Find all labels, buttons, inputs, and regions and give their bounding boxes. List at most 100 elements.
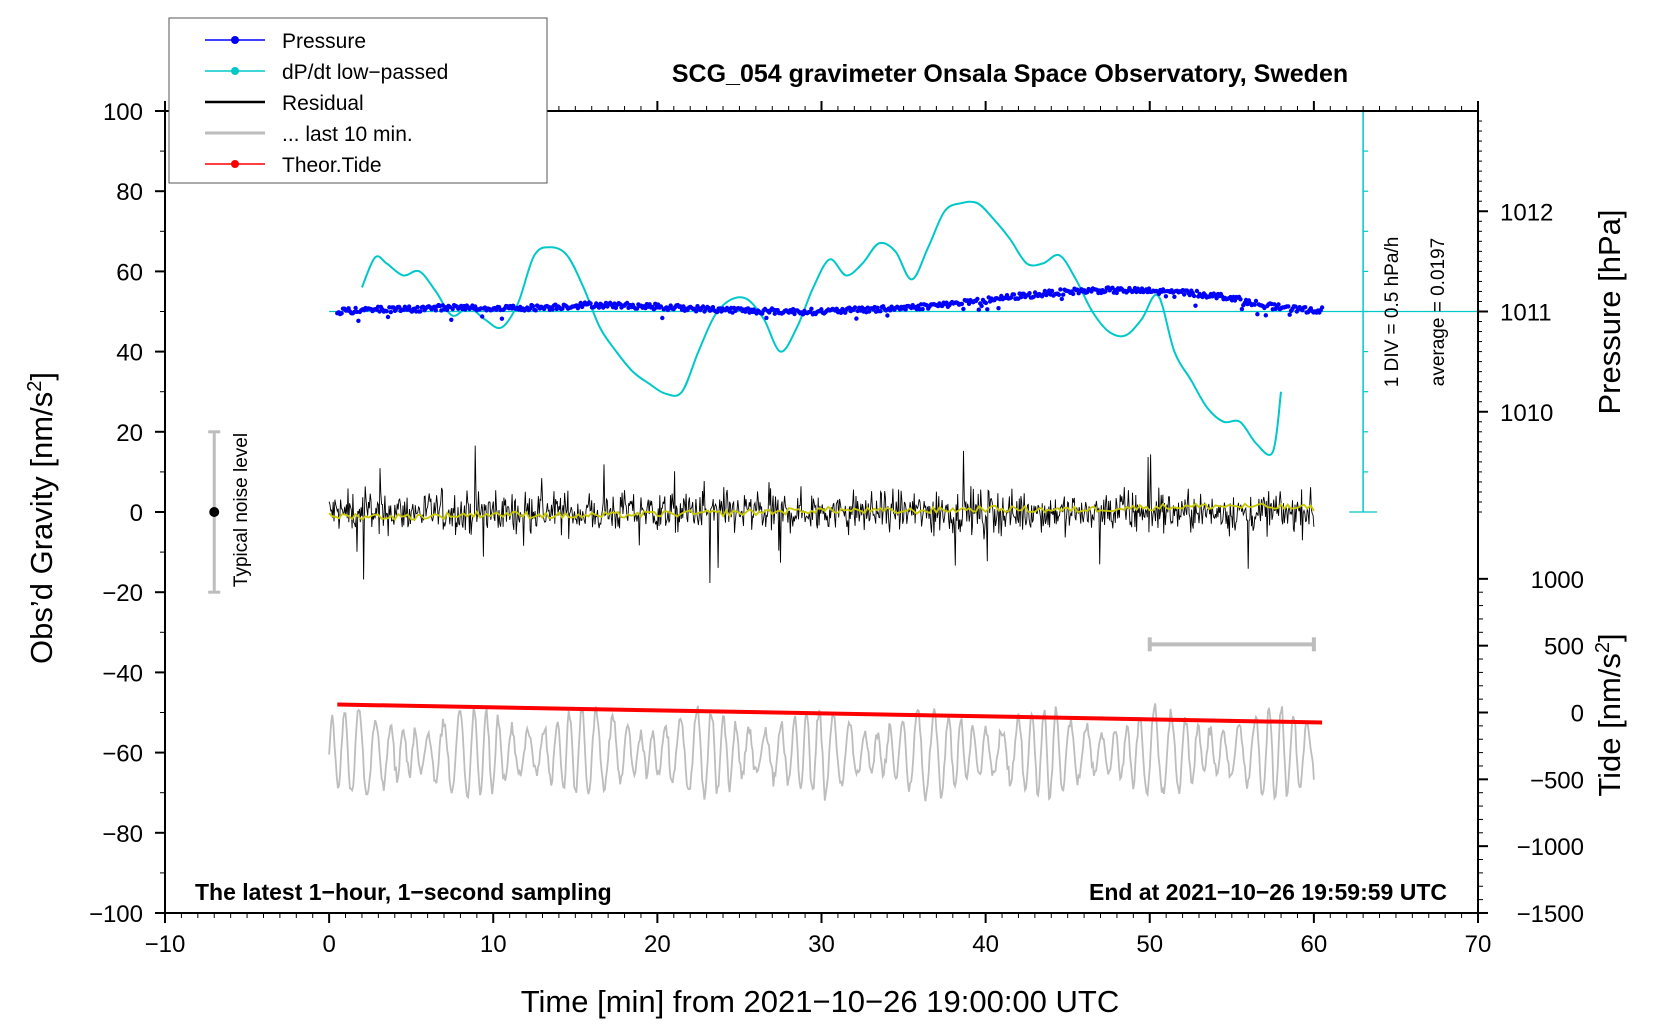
y-axis-label-close: ]	[24, 372, 59, 381]
pressure-point	[1255, 312, 1260, 317]
y-axis-label-main: Obs’d Gravity [nm/s	[24, 392, 59, 664]
tide-axis-label-sup: 2	[1592, 642, 1614, 653]
pressure-point	[878, 309, 883, 314]
pressure-point	[976, 307, 981, 312]
tide-axis-label-close: ]	[1592, 633, 1627, 642]
pressure-point	[353, 305, 358, 311]
pressure-point	[975, 296, 980, 302]
pressure-point	[560, 306, 565, 311]
pressure-point	[1004, 293, 1010, 298]
pressure-point	[710, 305, 716, 310]
pressure-point	[1042, 288, 1048, 294]
y-tick-label: −80	[102, 821, 143, 848]
pressure-point	[1058, 287, 1063, 292]
pressure-point	[834, 306, 839, 311]
y-tick-label: −60	[102, 741, 143, 768]
tide-tick-label: 1000	[1531, 567, 1584, 594]
dpdt-scale-label: 1 DIV = 0.5 hPa/h	[1382, 237, 1403, 388]
pressure-point	[1182, 292, 1187, 297]
sampling-note: The latest 1−hour, 1−second sampling	[195, 879, 612, 905]
y-tick-label: 60	[116, 259, 143, 286]
pressure-point	[1252, 302, 1257, 307]
pressure-point	[1276, 302, 1281, 307]
legend-marker-dpdt	[231, 67, 239, 75]
pressure-point	[449, 317, 454, 322]
pressure-point	[961, 306, 966, 312]
pressure-series	[335, 285, 1325, 323]
pressure-point	[634, 306, 640, 311]
pressure-point	[385, 314, 391, 320]
pressure-point	[983, 300, 989, 306]
pressure-point	[885, 313, 890, 318]
pressure-axis-label: Pressure [hPa]	[1592, 209, 1627, 414]
pressure-point	[792, 311, 797, 317]
pressure-point	[1056, 292, 1062, 297]
pressure-point	[1070, 291, 1076, 297]
pressure-point	[658, 304, 664, 309]
pressure-point	[356, 318, 361, 323]
pressure-point	[415, 304, 420, 310]
pressure-point	[533, 308, 538, 313]
pressure-point	[406, 304, 412, 309]
residual-mean-series	[328, 502, 1315, 522]
pressure-point	[1049, 288, 1055, 294]
pressure-point	[433, 308, 438, 313]
legend-marker-theor-tide	[231, 160, 239, 168]
last-10-min-series	[328, 703, 1315, 802]
pressure-point	[1061, 292, 1066, 297]
legend-item-dpdt: dP/dt low−passed	[205, 61, 448, 84]
pressure-point	[596, 305, 602, 310]
x-tick-label: −10	[145, 931, 186, 958]
legend-label-residual: Residual	[282, 92, 364, 115]
pressure-point	[764, 315, 769, 321]
pressure-point	[996, 306, 1001, 311]
y-tick-label: −20	[102, 580, 143, 607]
pressure-point	[700, 304, 706, 309]
tide-tick-label: −500	[1530, 767, 1584, 794]
pressure-point	[852, 305, 858, 310]
x-tick-label: 10	[480, 931, 507, 958]
pressure-point	[499, 316, 505, 321]
pressure-point	[959, 301, 965, 307]
legend: Pressure dP/dt low−passed Residual ... l…	[168, 17, 548, 184]
pressure-point	[1027, 291, 1032, 296]
x-axis-label: Time [min] from 2021−10−26 19:00:00 UTC	[521, 984, 1120, 1019]
pressure-point	[450, 306, 455, 312]
theor-tide-series	[337, 702, 1323, 725]
pressure-point	[854, 316, 859, 321]
y-tick-label: 0	[130, 500, 143, 527]
pressure-point	[819, 307, 824, 312]
x-tick-label: 70	[1465, 931, 1492, 958]
plot-content	[208, 110, 1478, 802]
pressure-point	[1232, 298, 1238, 303]
pressure-tick-label: 1012	[1500, 199, 1553, 226]
pressure-point	[1103, 289, 1108, 294]
legend-item-theor-tide: Theor.Tide	[205, 154, 382, 177]
x-tick-label: 0	[322, 931, 335, 958]
pressure-point	[1287, 312, 1292, 317]
pressure-point	[693, 309, 699, 314]
y-tick-label: 20	[116, 420, 143, 447]
y-axis-label-sup: 2	[24, 381, 46, 392]
dpdt-series	[361, 200, 1282, 456]
pressure-point	[979, 303, 984, 309]
pressure-point	[1114, 290, 1119, 296]
legend-item-pressure: Pressure	[205, 30, 366, 53]
pressure-point	[715, 309, 720, 315]
pressure-point	[527, 306, 533, 311]
y-axis-label: Obs’d Gravity [nm/s2]	[24, 372, 59, 664]
x-tick-label: 40	[972, 931, 999, 958]
legend-item-residual: Residual	[205, 92, 364, 115]
pressure-point	[1163, 294, 1169, 299]
tide-tick-label: 0	[1571, 701, 1584, 728]
pressure-point	[1238, 297, 1243, 302]
pressure-point	[920, 306, 925, 312]
pressure-point	[660, 315, 665, 321]
pressure-point	[1011, 292, 1017, 297]
pressure-point	[588, 301, 593, 306]
end-time-note: End at 2021−10−26 19:59:59 UTC	[1089, 879, 1447, 905]
pressure-point	[1286, 304, 1291, 309]
pressure-point	[1193, 303, 1198, 308]
pressure-tick-label: 1010	[1500, 400, 1553, 427]
